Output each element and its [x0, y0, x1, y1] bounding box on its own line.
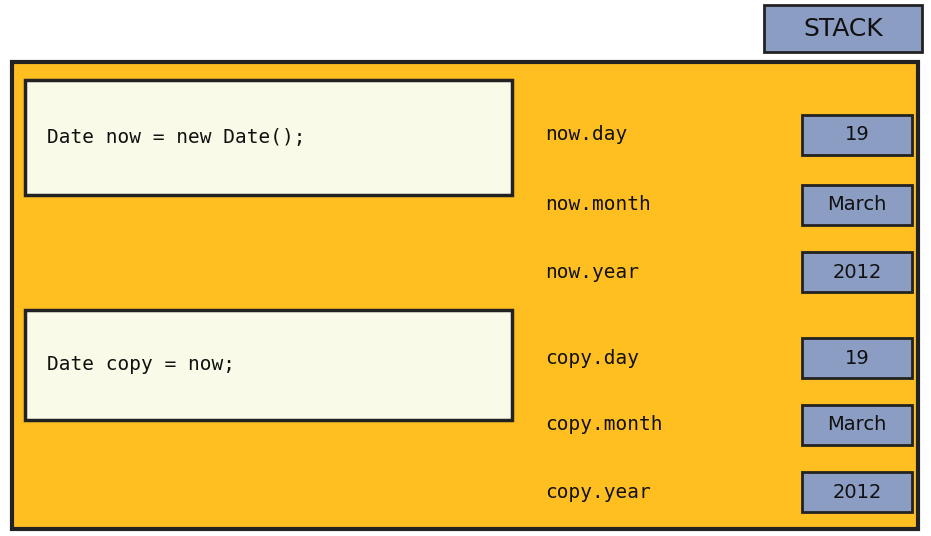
Text: 2012: 2012: [832, 482, 882, 502]
Text: now.year: now.year: [545, 263, 639, 281]
Text: copy.day: copy.day: [545, 348, 639, 368]
Text: 2012: 2012: [832, 263, 882, 281]
FancyBboxPatch shape: [802, 405, 912, 445]
Text: copy.year: copy.year: [545, 482, 651, 502]
Text: STACK: STACK: [803, 17, 883, 41]
FancyBboxPatch shape: [25, 310, 512, 420]
Text: March: March: [828, 196, 886, 214]
FancyBboxPatch shape: [802, 115, 912, 155]
FancyBboxPatch shape: [764, 5, 922, 52]
FancyBboxPatch shape: [802, 472, 912, 512]
FancyBboxPatch shape: [802, 338, 912, 378]
Text: Date copy = now;: Date copy = now;: [47, 355, 235, 375]
FancyBboxPatch shape: [12, 62, 918, 529]
Text: March: March: [828, 415, 886, 435]
FancyBboxPatch shape: [25, 80, 512, 195]
Text: Date now = new Date();: Date now = new Date();: [47, 128, 305, 147]
FancyBboxPatch shape: [802, 185, 912, 225]
Text: 19: 19: [844, 348, 870, 368]
Text: copy.month: copy.month: [545, 415, 663, 435]
Text: 19: 19: [844, 125, 870, 145]
Text: now.day: now.day: [545, 125, 627, 145]
FancyBboxPatch shape: [802, 252, 912, 292]
Text: now.month: now.month: [545, 196, 651, 214]
